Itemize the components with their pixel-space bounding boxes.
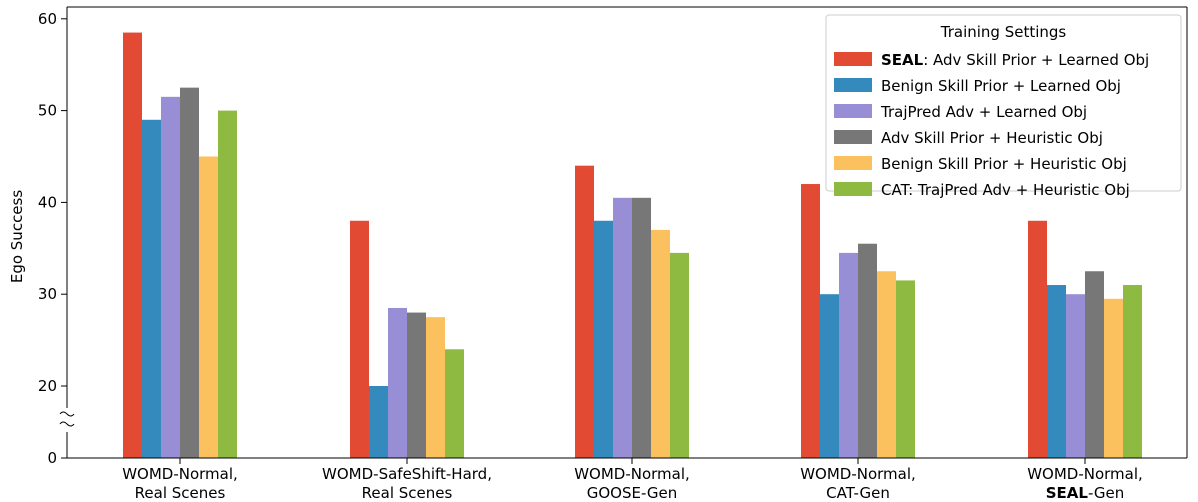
legend-title: Training Settings [940, 23, 1067, 41]
bar-s1-c3 [575, 165, 594, 458]
bar-s3-c2 [388, 307, 407, 458]
bar-s5-c5 [1104, 298, 1123, 458]
bar-s1-c4 [801, 184, 820, 459]
bar-s5-c3 [651, 229, 670, 458]
y-tick-label: 50 [38, 102, 57, 120]
bar-s5-c4 [877, 271, 896, 458]
legend-swatch-1 [834, 52, 872, 66]
bar-s2-c5 [1047, 285, 1066, 458]
bar-s6-c5 [1123, 285, 1142, 458]
x-tick-label-line2: Real Scenes [362, 484, 453, 502]
legend-swatch-5 [834, 156, 872, 170]
x-tick-label-line2: GOOSE-Gen [587, 484, 678, 502]
bar-s1-c1 [123, 32, 142, 458]
bar-s3-c4 [839, 252, 858, 458]
bar-s3-c1 [161, 96, 180, 458]
y-tick-label: 30 [38, 285, 57, 303]
legend-label-rest: : Adv Skill Prior + Learned Obj [923, 51, 1149, 69]
x-tick-label-line1: WOMD-Normal, [574, 465, 690, 483]
bar-s1-c5 [1028, 220, 1047, 458]
x-tick-label-line1: WOMD-Normal, [1027, 465, 1143, 483]
y-tick-label: 40 [38, 193, 57, 211]
bar-s3-c5 [1066, 294, 1085, 458]
bar-s1-c2 [350, 220, 369, 458]
legend-swatch-2 [834, 78, 872, 92]
bar-s4-c4 [858, 243, 877, 458]
x-tick-label-line1: WOMD-Normal, [122, 465, 238, 483]
bar-s2-c1 [142, 119, 161, 458]
x-tick-label-line2: Real Scenes [135, 484, 226, 502]
y-tick-label: 60 [38, 10, 57, 28]
legend-label-3: TrajPred Adv + Learned Obj [880, 103, 1087, 121]
bar-s3-c3 [613, 197, 632, 458]
x-tick-label-line1: WOMD-Normal, [800, 465, 916, 483]
legend-label-bold: SEAL [881, 51, 924, 69]
legend-swatch-6 [834, 182, 872, 196]
legend-swatch-4 [834, 130, 872, 144]
x-tick-label-line2: SEAL-Gen [1046, 484, 1125, 502]
x-tick-label-line1: WOMD-SafeShift-Hard, [322, 465, 492, 483]
axis-break-mark-1 [59, 411, 75, 417]
legend-label-6: CAT: TrajPred Adv + Heuristic Obj [881, 181, 1130, 199]
bar-s4-c5 [1085, 271, 1104, 458]
legend-label-4: Adv Skill Prior + Heuristic Obj [881, 129, 1103, 147]
legend-box [825, 14, 1182, 192]
bar-s6-c4 [896, 280, 915, 458]
legend: Training Settings SEAL: Adv Skill Prior +… [825, 14, 1182, 199]
y-axis-title: Ego Success [8, 190, 26, 284]
y-tick-label: 20 [38, 377, 57, 395]
bar-s4-c2 [407, 312, 426, 458]
legend-label-5: Benign Skill Prior + Heuristic Obj [881, 155, 1127, 173]
bars [123, 32, 1142, 459]
bar-s2-c4 [820, 294, 839, 458]
bar-s6-c2 [445, 349, 464, 458]
bar-s2-c3 [594, 220, 613, 458]
x-tick-label-rest: -Gen [1088, 484, 1124, 502]
bar-s6-c1 [218, 110, 237, 458]
bar-s5-c2 [426, 317, 445, 458]
bar-s2-c2 [369, 386, 388, 458]
legend-swatch-3 [834, 104, 872, 118]
bar-s6-c3 [670, 252, 689, 458]
bar-s4-c3 [632, 197, 651, 458]
legend-label-2: Benign Skill Prior + Learned Obj [881, 77, 1121, 95]
bar-s4-c1 [180, 87, 199, 459]
legend-label-1: SEAL: Adv Skill Prior + Learned Obj [881, 51, 1149, 69]
y-tick-label: 0 [47, 449, 57, 467]
x-tick-label-line2: CAT-Gen [826, 484, 890, 502]
x-tick-label-bold: SEAL [1046, 484, 1089, 502]
axis-break-mark-2 [59, 421, 75, 427]
bar-s5-c1 [199, 156, 218, 458]
